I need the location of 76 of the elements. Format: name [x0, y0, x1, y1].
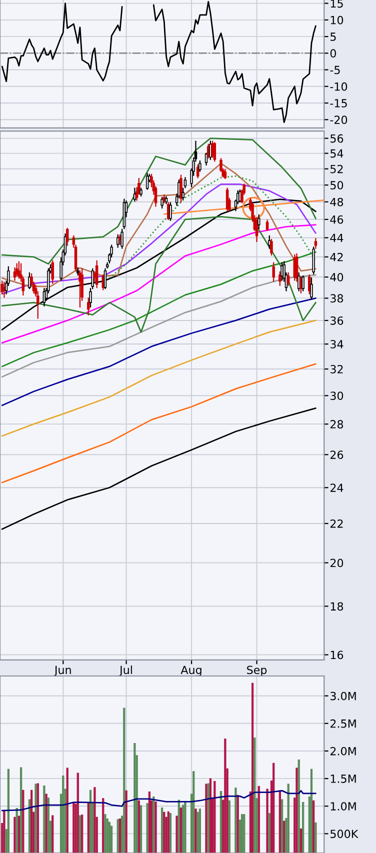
y-tick-label: 3.0M — [330, 692, 356, 700]
candlestick — [184, 177, 187, 188]
line-series — [1, 407, 316, 530]
y-tick-label: 500K — [330, 830, 358, 838]
y-tick-label: 10 — [330, 16, 344, 24]
y-tick-label: 2.5M — [330, 719, 356, 728]
y-tick-label: 24 — [330, 484, 344, 492]
line-series — [1, 297, 316, 406]
y-tick-label: 1.0M — [330, 802, 356, 811]
candlestick — [51, 260, 54, 284]
candlestick — [120, 228, 124, 249]
candlestick — [278, 271, 282, 286]
candlestick — [295, 253, 298, 282]
y-tick-label: 30 — [330, 392, 344, 400]
y-tick-label: 36 — [330, 316, 344, 325]
y-tick-label: 56 — [330, 134, 344, 143]
y-tick-label: -5 — [330, 66, 340, 74]
y-tick-label: 18 — [330, 602, 344, 611]
y-tick-label: 2.0M — [330, 746, 356, 756]
y-tick-label: 40 — [330, 273, 344, 282]
y-tick-label: 54 — [330, 149, 344, 158]
candlestick — [266, 220, 269, 231]
y-tick-label: 28 — [330, 420, 344, 428]
y-tick-label: 42 — [330, 252, 343, 262]
line-series — [1, 320, 316, 437]
candlestick — [270, 239, 273, 256]
y-tick-label: 46 — [330, 215, 344, 224]
line-series — [1, 363, 316, 484]
candlestick — [286, 272, 290, 286]
line-series — [1, 790, 316, 812]
candlestick — [211, 140, 214, 158]
y-tick-label: 0 — [330, 49, 336, 58]
candlestick — [312, 246, 315, 275]
line-series — [1, 184, 316, 295]
candlestick — [258, 214, 260, 230]
candlestick — [87, 298, 90, 316]
x-tick-label: Jul — [119, 666, 132, 676]
candlestick — [160, 197, 164, 208]
candlestick — [104, 268, 107, 290]
y-tick-label: -15 — [330, 99, 347, 108]
candlestick — [0, 280, 4, 294]
candlestick — [180, 174, 182, 202]
y-tick-label: 22 — [330, 519, 343, 528]
x-tick-label: Sep — [247, 666, 267, 676]
y-tick-label: 38 — [330, 294, 344, 303]
candlestick — [182, 188, 184, 200]
y-tick-label: 48 — [330, 198, 344, 206]
y-tick-label: 20 — [330, 558, 344, 568]
y-tick-label: 16 — [330, 650, 344, 660]
candlestick — [28, 272, 31, 290]
candlestick — [198, 160, 202, 172]
y-tick-label: 32 — [330, 365, 343, 374]
candlestick — [66, 228, 69, 246]
y-tick-label: -10 — [330, 82, 348, 91]
y-tick-label: 5 — [330, 32, 336, 41]
y-tick-label: -20 — [330, 116, 348, 124]
candlestick — [302, 275, 304, 292]
candlestick — [310, 278, 313, 300]
y-tick-label: 34 — [330, 340, 344, 348]
candlestick — [213, 142, 216, 162]
y-tick-label: 1.5M — [330, 774, 356, 783]
x-tick-label: Jun — [54, 666, 71, 676]
x-tick-label: Aug — [180, 666, 202, 676]
y-tick-label: 26 — [330, 450, 344, 460]
line-series — [1, 138, 316, 265]
candlestick — [169, 202, 172, 221]
candlestick — [116, 234, 120, 248]
candlestick — [272, 262, 275, 282]
candlestick — [18, 261, 20, 279]
candlestick — [314, 238, 318, 249]
candlestick — [280, 262, 284, 281]
y-tick-label: 44 — [330, 234, 344, 242]
y-tick-label: 50 — [330, 181, 344, 190]
line-series — [108, 175, 316, 279]
y-tick-label: 52 — [330, 164, 343, 174]
candlestick — [95, 260, 98, 288]
